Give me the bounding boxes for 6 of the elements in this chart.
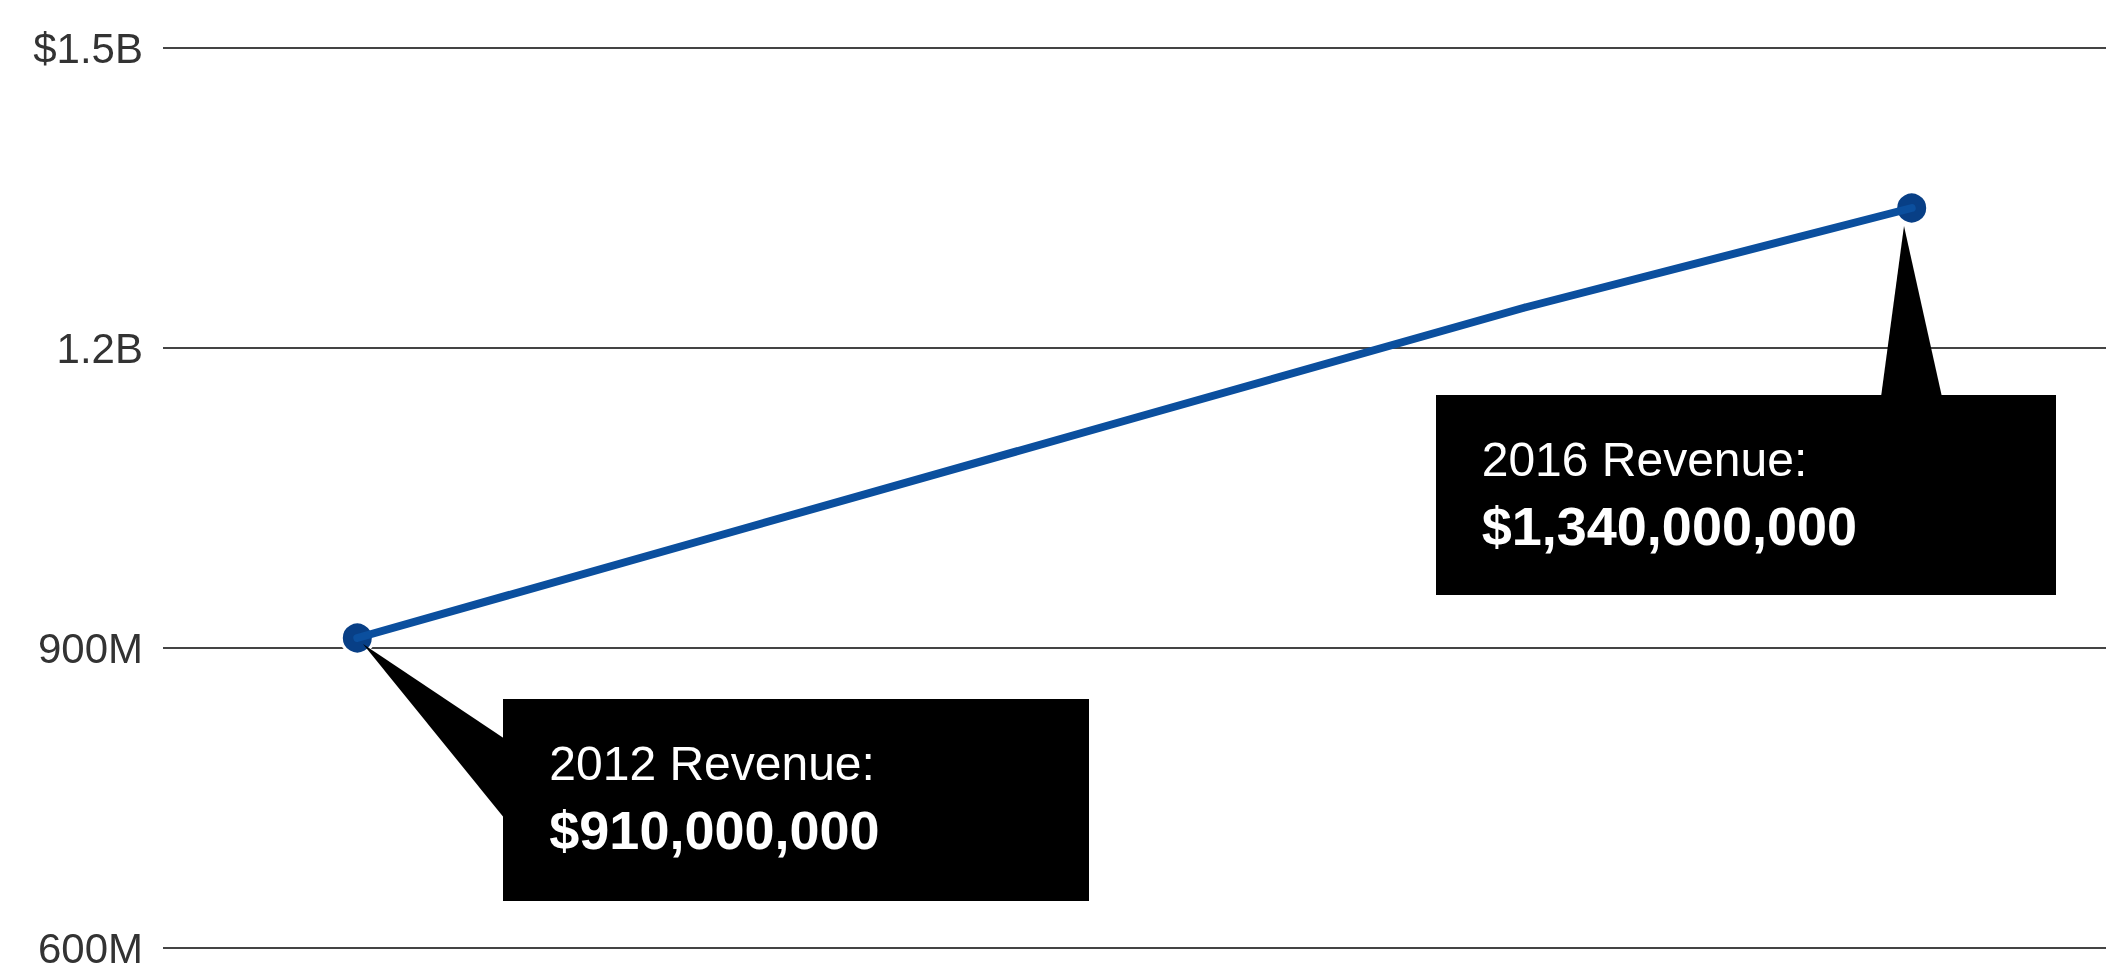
y-tick-label: 600M [37, 924, 143, 972]
y-tick-label: 900M [37, 624, 143, 672]
annotation: 2016 Revenue: $1,340,000,000 [1481, 432, 1858, 558]
annotation: 2012 Revenue: $910,000,000 [549, 736, 880, 862]
y-tick-label: $1.5B [33, 24, 143, 72]
y-tick-label: 1.2B [56, 324, 143, 372]
